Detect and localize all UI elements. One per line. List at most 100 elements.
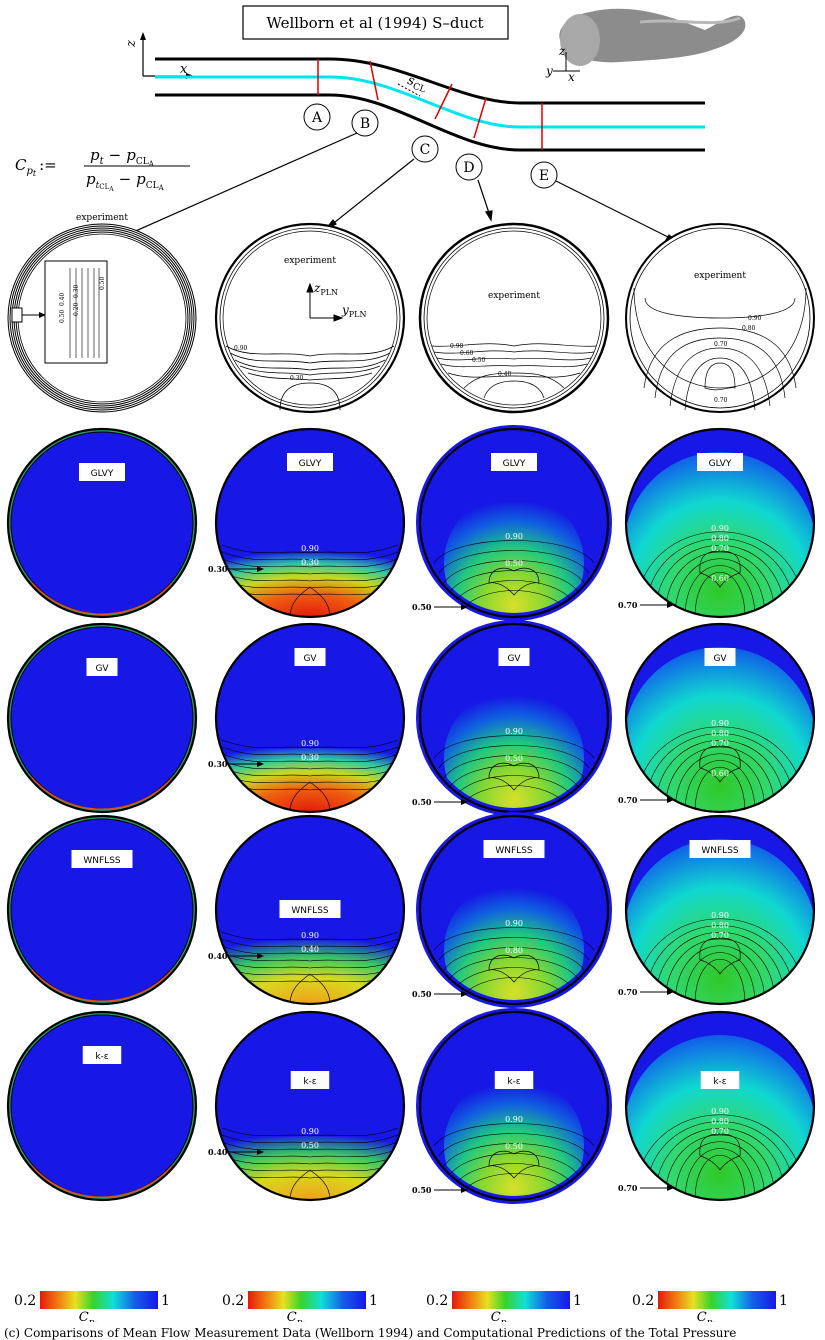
duct-wall: [6, 427, 198, 619]
contour-value: 0.50: [505, 1142, 523, 1151]
arrow-label: 0.30: [208, 759, 264, 769]
contour-value: 0.80: [711, 921, 729, 930]
svg-text:GLVY: GLVY: [91, 469, 114, 479]
colorbar-max: 1: [369, 1293, 378, 1309]
wall-low-arc: [31, 1165, 173, 1199]
axis-x-label-right: x: [568, 70, 575, 84]
contour-line: [664, 1134, 776, 1200]
low-pressure-region: [216, 930, 404, 1004]
contour-line: [221, 774, 399, 784]
contour-line: [221, 952, 399, 962]
contour-line: [221, 781, 399, 791]
svg-text:k-ε: k-ε: [507, 1077, 520, 1087]
contour-line: [443, 560, 585, 584]
panel-k-ε-station-c: 0.90 0.50 k-ε 0.40: [208, 1010, 406, 1202]
field-disk: [8, 429, 196, 617]
axis-x-label: x: [180, 62, 188, 77]
model-label: WNFLSS: [689, 840, 751, 858]
panel-WNFLSS-station-c: 0.90 0.40 WNFLSS 0.40: [208, 814, 406, 1006]
duct-wall: [214, 427, 406, 619]
low-pressure-region: [444, 688, 584, 812]
colorbar-min: 0.2: [222, 1293, 244, 1309]
svg-text:E: E: [539, 168, 549, 184]
contour-line: [221, 973, 399, 983]
panel-WNFLSS-station-b: WNFLSS: [6, 814, 198, 1006]
svg-text:C: C: [420, 142, 431, 158]
contour-line: [221, 1148, 399, 1158]
contour-line: [433, 1123, 595, 1147]
svg-text:0.60: 0.60: [460, 350, 474, 357]
svg-text:k-ε: k-ε: [303, 1077, 316, 1087]
low-pressure-region: [626, 647, 814, 812]
contour-value: 0.30: [301, 558, 319, 567]
contour-line: [674, 753, 766, 812]
model-label: WNFLSS: [483, 840, 545, 858]
duct-wall: [418, 814, 610, 1006]
contour-line: [221, 739, 399, 749]
panel-GLVY-station-c: 0.90 0.30 GLVY 0.30: [208, 427, 406, 619]
model-label: GLVY: [79, 463, 125, 481]
contour-line: [684, 952, 756, 1004]
duct-wall: [214, 814, 406, 1006]
arrow-label: 0.70: [618, 987, 674, 997]
svg-text:Cpt:=: Cpt:=: [15, 156, 57, 178]
low-pressure-region: [626, 452, 814, 617]
duct-3d-icon: [559, 8, 746, 66]
experiment-label-a: experiment: [76, 213, 128, 223]
contour-line: [221, 746, 399, 756]
experiment-station-c: experiment 0.90 0.60 0.50 0.40: [418, 222, 610, 414]
contour-line: [221, 565, 399, 575]
duct-wall: [418, 1010, 610, 1202]
low-pressure-region: [444, 1076, 584, 1200]
figure-caption: (c) Comparisons of Mean Flow Measurement…: [4, 1326, 737, 1340]
contour-value: 0.50: [505, 559, 523, 568]
contour-line: [438, 937, 590, 961]
svg-text:0.30: 0.30: [73, 284, 80, 298]
contour-line: [221, 938, 399, 948]
model-label: GLVY: [491, 453, 537, 471]
contour-line: [694, 1154, 746, 1200]
axis-z-label-right: z: [558, 44, 566, 58]
colorbar-label: Cpt: [79, 1310, 98, 1322]
contour-value: 0.80: [505, 946, 523, 955]
contour-value: 0.90: [301, 1127, 319, 1136]
svg-text:0.30: 0.30: [208, 759, 228, 769]
contour-value: 0.90: [505, 919, 523, 928]
contour-line: [221, 558, 399, 568]
svg-text:0.50: 0.50: [412, 602, 432, 612]
contour-value: 0.90: [505, 727, 523, 736]
svg-text:0.40: 0.40: [208, 1147, 228, 1157]
svg-text:GV: GV: [303, 654, 317, 664]
svg-text:A: A: [311, 110, 323, 126]
station-c: C: [411, 135, 439, 163]
field-disk: [8, 816, 196, 1004]
colorbar-label: Cpt: [697, 1310, 716, 1322]
low-pressure-region: [626, 1035, 814, 1200]
contour-line: [453, 580, 575, 604]
contour-line: [453, 1163, 575, 1187]
colorbar-max: 1: [573, 1293, 582, 1309]
low-pressure-region: [444, 880, 584, 1004]
contour-line: [289, 781, 331, 812]
colorbar: 0.2 1 Cpt: [222, 1291, 378, 1322]
contour-line: [221, 544, 399, 554]
contour-line: [674, 558, 766, 617]
colorbar-label: Cpt: [287, 1310, 306, 1322]
svg-text:0.70: 0.70: [618, 795, 638, 805]
svg-text:k-ε: k-ε: [95, 1052, 108, 1062]
model-label: k-ε: [700, 1071, 740, 1089]
arrow-label: 0.50: [412, 797, 468, 807]
svg-text:WNFLSS: WNFLSS: [701, 846, 739, 856]
contour-line: [694, 766, 746, 812]
low-pressure-region: [216, 1126, 404, 1200]
model-label: k-ε: [494, 1071, 534, 1089]
contour-line: [488, 1150, 540, 1179]
contour-line: [443, 755, 585, 779]
svg-text:0.40: 0.40: [498, 371, 512, 378]
contour-value: 0.90: [711, 719, 729, 728]
contour-line: [221, 572, 399, 582]
arrow-label: 0.70: [618, 795, 674, 805]
arrow-label: 0.40: [208, 951, 264, 961]
